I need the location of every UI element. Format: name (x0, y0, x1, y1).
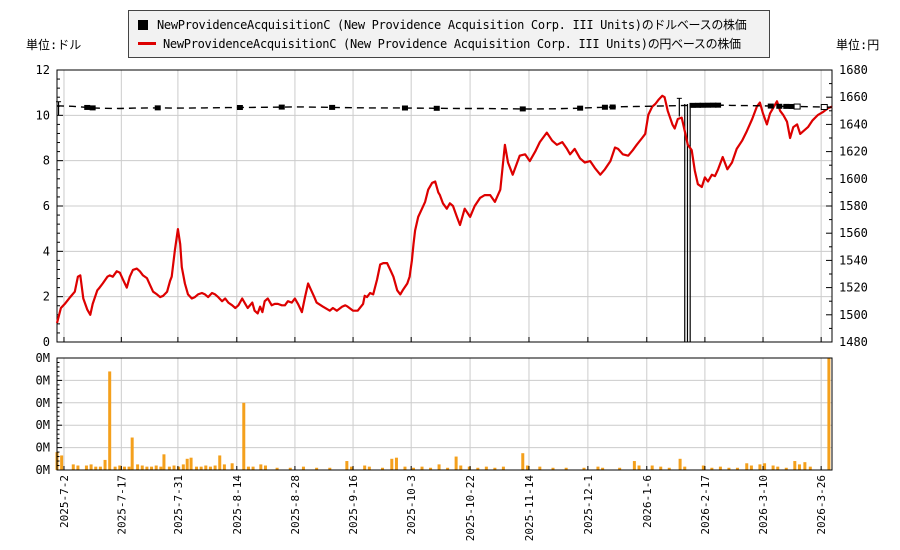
svg-text:2025-11-14: 2025-11-14 (523, 475, 536, 542)
svg-text:2025-12-1: 2025-12-1 (582, 475, 595, 535)
svg-text:0M: 0M (36, 463, 50, 477)
svg-text:2026-3-10: 2026-3-10 (757, 475, 770, 535)
axis-ticks (57, 69, 832, 471)
svg-text:2025-7-2: 2025-7-2 (58, 475, 71, 528)
svg-text:1500: 1500 (839, 308, 868, 322)
left-axis-unit-label: 単位:ドル (26, 38, 82, 52)
svg-text:1520: 1520 (839, 281, 868, 295)
usd-series-marker-icon (138, 19, 148, 30)
usd-series-line (56, 104, 833, 110)
svg-text:2026-1-6: 2026-1-6 (641, 475, 654, 528)
volume-axis-labels: 0M 0M 0M 0M 0M 0M (36, 351, 50, 477)
svg-text:1680: 1680 (839, 63, 868, 77)
svg-text:0M: 0M (36, 351, 50, 365)
volume-bars (55, 358, 831, 470)
svg-text:4: 4 (43, 244, 50, 258)
svg-text:2025-7-17: 2025-7-17 (115, 475, 128, 535)
svg-text:2025-9-16: 2025-9-16 (347, 475, 360, 535)
right-axis-labels: 1480 1500 1520 1540 1560 1580 1600 1620 1640 1660… (839, 63, 868, 349)
right-axis-unit-label: 単位:円 (836, 38, 880, 52)
svg-text:2025-10-22: 2025-10-22 (464, 475, 477, 541)
svg-text:1540: 1540 (839, 253, 868, 267)
svg-text:0M: 0M (36, 441, 50, 455)
svg-text:2025-8-28: 2025-8-28 (289, 475, 302, 535)
x-tick-labels: 2025-7-2 2025-7-17 2025-7-31 2025-8-14 2025-… (58, 475, 828, 542)
svg-text:2: 2 (43, 290, 50, 304)
left-axis-labels: 0 2 4 6 8 10 12 (36, 63, 50, 349)
legend-box: NewProvidenceAcquisitionC (New Providenc… (128, 10, 770, 58)
svg-text:2025-7-31: 2025-7-31 (172, 475, 185, 535)
svg-text:1560: 1560 (839, 226, 868, 240)
svg-text:1580: 1580 (839, 199, 868, 213)
svg-text:1660: 1660 (839, 90, 868, 104)
svg-text:12: 12 (36, 63, 50, 77)
svg-text:0M: 0M (36, 418, 50, 432)
svg-text:2025-8-14: 2025-8-14 (231, 475, 244, 535)
svg-text:0M: 0M (36, 396, 50, 410)
svg-text:1600: 1600 (839, 172, 868, 186)
svg-text:10: 10 (36, 108, 50, 122)
svg-text:2025-10-3: 2025-10-3 (405, 475, 418, 535)
svg-text:2026-2-17: 2026-2-17 (699, 475, 712, 535)
jpy-series-marker-icon (138, 42, 156, 45)
legend-label-usd: NewProvidenceAcquisitionC (New Providenc… (157, 18, 747, 32)
svg-text:1480: 1480 (839, 335, 868, 349)
gridlines (57, 70, 832, 470)
usd-series-markers (84, 102, 828, 112)
legend-item-jpy: NewProvidenceAcquisitionC (New Providenc… (138, 35, 760, 52)
svg-text:0M: 0M (36, 373, 50, 387)
svg-text:2026-3-26: 2026-3-26 (815, 475, 828, 535)
svg-text:6: 6 (43, 199, 50, 213)
jpy-series-line (55, 94, 833, 324)
legend-label-jpy: NewProvidenceAcquisitionC (New Providenc… (163, 37, 741, 51)
svg-text:1620: 1620 (839, 145, 868, 159)
svg-text:0: 0 (43, 335, 50, 349)
svg-text:1640: 1640 (839, 117, 868, 131)
legend-item-usd: NewProvidenceAcquisitionC (New Providenc… (138, 16, 760, 33)
svg-text:8: 8 (43, 154, 50, 168)
anomaly-vlines (56, 97, 691, 342)
